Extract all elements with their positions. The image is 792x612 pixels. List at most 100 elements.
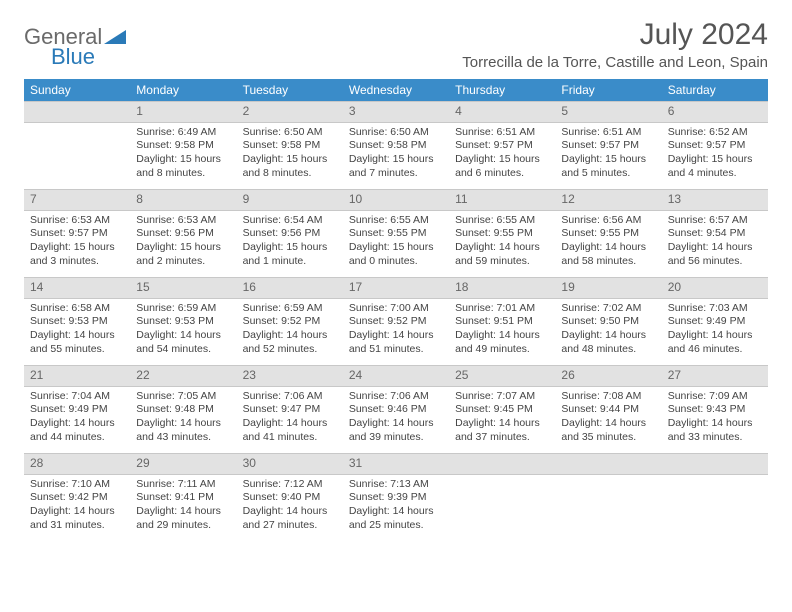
calendar-cell: 11 Sunrise: 6:55 AMSunset: 9:55 PMDayligh… — [449, 189, 555, 277]
day-number: 6 — [662, 101, 768, 123]
day-number: 11 — [449, 189, 555, 211]
calendar-cell: 4 Sunrise: 6:51 AMSunset: 9:57 PMDaylight… — [449, 101, 555, 189]
day-data: Sunrise: 6:52 AMSunset: 9:57 PMDaylight:… — [662, 123, 768, 187]
day-number: 25 — [449, 365, 555, 387]
day-data: Sunrise: 7:07 AMSunset: 9:45 PMDaylight:… — [449, 387, 555, 451]
title-block: July 2024 Torrecilla de la Torre, Castil… — [462, 18, 768, 71]
daylight-text: Daylight: 15 hours and 3 minutes. — [30, 241, 124, 268]
day-data: Sunrise: 6:57 AMSunset: 9:54 PMDaylight:… — [662, 211, 768, 275]
day-number: 7 — [24, 189, 130, 211]
day-data: Sunrise: 7:09 AMSunset: 9:43 PMDaylight:… — [662, 387, 768, 451]
daylight-text: Daylight: 14 hours and 27 minutes. — [243, 505, 337, 532]
calendar-cell — [662, 453, 768, 541]
sunrise-text: Sunrise: 7:12 AM — [243, 478, 337, 492]
daylight-text: Daylight: 15 hours and 7 minutes. — [349, 153, 443, 180]
calendar-cell: 13Sunrise: 6:57 AMSunset: 9:54 PMDayligh… — [662, 189, 768, 277]
day-number: 17 — [343, 277, 449, 299]
sunrise-text: Sunrise: 7:01 AM — [455, 302, 549, 316]
sunset-text: Sunset: 9:58 PM — [349, 139, 443, 153]
sunset-text: Sunset: 9:48 PM — [136, 403, 230, 417]
day-number: 1 — [130, 101, 236, 123]
daylight-text: Daylight: 15 hours and 0 minutes. — [349, 241, 443, 268]
calendar-cell: 1Sunrise: 6:49 AMSunset: 9:58 PMDaylight… — [130, 101, 236, 189]
sunset-text: Sunset: 9:40 PM — [243, 491, 337, 505]
sunrise-text: Sunrise: 6:53 AM — [136, 214, 230, 228]
daylight-text: Daylight: 14 hours and 43 minutes. — [136, 417, 230, 444]
day-number: 27 — [662, 365, 768, 387]
sunrise-text: Sunrise: 7:07 AM — [455, 390, 549, 404]
sunrise-text: Sunrise: 6:53 AM — [30, 214, 124, 228]
sunset-text: Sunset: 9:57 PM — [455, 139, 549, 153]
calendar-cell: 7Sunrise: 6:53 AMSunset: 9:57 PMDaylight… — [24, 189, 130, 277]
month-title: July 2024 — [462, 18, 768, 52]
sunset-text: Sunset: 9:57 PM — [561, 139, 655, 153]
daylight-text: Daylight: 14 hours and 59 minutes. — [455, 241, 549, 268]
daylight-text: Daylight: 15 hours and 5 minutes. — [561, 153, 655, 180]
calendar-cell — [24, 101, 130, 189]
sunrise-text: Sunrise: 6:51 AM — [455, 126, 549, 140]
daylight-text: Daylight: 14 hours and 46 minutes. — [668, 329, 762, 356]
calendar-week: 1Sunrise: 6:49 AMSunset: 9:58 PMDaylight… — [24, 101, 768, 189]
sunset-text: Sunset: 9:50 PM — [561, 315, 655, 329]
daylight-text: Daylight: 14 hours and 55 minutes. — [30, 329, 124, 356]
sunrise-text: Sunrise: 7:09 AM — [668, 390, 762, 404]
day-header: Wednesday — [343, 79, 449, 101]
day-data: Sunrise: 7:11 AMSunset: 9:41 PMDaylight:… — [130, 475, 236, 539]
calendar-cell: 19Sunrise: 7:02 AMSunset: 9:50 PMDayligh… — [555, 277, 661, 365]
day-number: 2 — [237, 101, 343, 123]
sunset-text: Sunset: 9:43 PM — [668, 403, 762, 417]
calendar-cell: 26Sunrise: 7:08 AMSunset: 9:44 PMDayligh… — [555, 365, 661, 453]
day-data: Sunrise: 6:53 AMSunset: 9:57 PMDaylight:… — [24, 211, 130, 275]
calendar-cell: 29Sunrise: 7:11 AMSunset: 9:41 PMDayligh… — [130, 453, 236, 541]
sunset-text: Sunset: 9:56 PM — [243, 227, 337, 241]
daylight-text: Daylight: 14 hours and 35 minutes. — [561, 417, 655, 444]
calendar-cell: 31Sunrise: 7:13 AMSunset: 9:39 PMDayligh… — [343, 453, 449, 541]
daylight-text: Daylight: 14 hours and 58 minutes. — [561, 241, 655, 268]
day-number: 5 — [555, 101, 661, 123]
sunrise-text: Sunrise: 6:51 AM — [561, 126, 655, 140]
sunrise-text: Sunrise: 7:10 AM — [30, 478, 124, 492]
daylight-text: Daylight: 14 hours and 37 minutes. — [455, 417, 549, 444]
sunset-text: Sunset: 9:55 PM — [455, 227, 549, 241]
sunset-text: Sunset: 9:57 PM — [668, 139, 762, 153]
day-number: 8 — [130, 189, 236, 211]
sunset-text: Sunset: 9:55 PM — [349, 227, 443, 241]
sunrise-text: Sunrise: 7:13 AM — [349, 478, 443, 492]
sunset-text: Sunset: 9:58 PM — [243, 139, 337, 153]
daylight-text: Daylight: 15 hours and 6 minutes. — [455, 153, 549, 180]
calendar-cell: 17Sunrise: 7:00 AMSunset: 9:52 PMDayligh… — [343, 277, 449, 365]
daylight-text: Daylight: 15 hours and 8 minutes. — [136, 153, 230, 180]
day-number: 26 — [555, 365, 661, 387]
sunrise-text: Sunrise: 6:55 AM — [349, 214, 443, 228]
day-number: 15 — [130, 277, 236, 299]
sunset-text: Sunset: 9:46 PM — [349, 403, 443, 417]
day-number: 29 — [130, 453, 236, 475]
sunrise-text: Sunrise: 6:50 AM — [349, 126, 443, 140]
day-data: Sunrise: 7:05 AMSunset: 9:48 PMDaylight:… — [130, 387, 236, 451]
daylight-text: Daylight: 14 hours and 33 minutes. — [668, 417, 762, 444]
day-number: 3 — [343, 101, 449, 123]
sunset-text: Sunset: 9:47 PM — [243, 403, 337, 417]
calendar-cell: 3 Sunrise: 6:50 AMSunset: 9:58 PMDaylight… — [343, 101, 449, 189]
sunrise-text: Sunrise: 7:05 AM — [136, 390, 230, 404]
day-number: 9 — [237, 189, 343, 211]
daylight-text: Daylight: 14 hours and 44 minutes. — [30, 417, 124, 444]
calendar-body: 1Sunrise: 6:49 AMSunset: 9:58 PMDaylight… — [24, 101, 768, 541]
calendar-cell: 27Sunrise: 7:09 AMSunset: 9:43 PMDayligh… — [662, 365, 768, 453]
calendar-cell: 5 Sunrise: 6:51 AMSunset: 9:57 PMDaylight… — [555, 101, 661, 189]
day-data: Sunrise: 6:58 AMSunset: 9:53 PMDaylight:… — [24, 299, 130, 363]
sunrise-text: Sunrise: 6:52 AM — [668, 126, 762, 140]
sunrise-text: Sunrise: 6:58 AM — [30, 302, 124, 316]
daylight-text: Daylight: 14 hours and 25 minutes. — [349, 505, 443, 532]
sunrise-text: Sunrise: 6:50 AM — [243, 126, 337, 140]
sunset-text: Sunset: 9:54 PM — [668, 227, 762, 241]
calendar-cell: 16Sunrise: 6:59 AMSunset: 9:52 PMDayligh… — [237, 277, 343, 365]
sunrise-text: Sunrise: 6:55 AM — [455, 214, 549, 228]
calendar-cell — [449, 453, 555, 541]
day-header: Monday — [130, 79, 236, 101]
day-header: Friday — [555, 79, 661, 101]
sunrise-text: Sunrise: 7:02 AM — [561, 302, 655, 316]
day-number — [449, 453, 555, 475]
daylight-text: Daylight: 15 hours and 4 minutes. — [668, 153, 762, 180]
day-number: 4 — [449, 101, 555, 123]
